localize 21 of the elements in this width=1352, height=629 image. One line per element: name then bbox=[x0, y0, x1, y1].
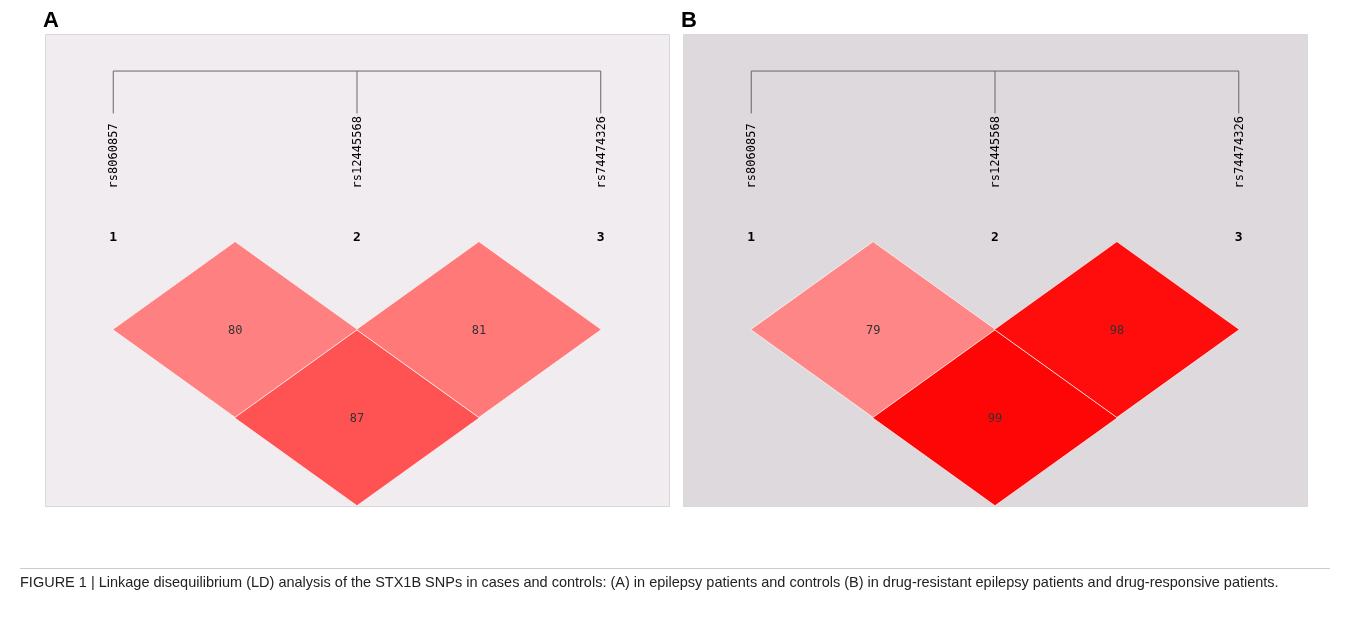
data-label: 98 bbox=[1109, 322, 1125, 337]
category-label: rs12445568 bbox=[988, 116, 1002, 189]
data-label: 81 bbox=[471, 322, 487, 337]
data-label: 79 bbox=[865, 322, 881, 337]
text: 3 bbox=[596, 228, 605, 244]
data-label: 99 bbox=[987, 410, 1003, 425]
caption: FIGURE 1 | Linkage disequilibrium (LD) analysis of the STX1B SNPs in cases and controls: (A) in epilepsy patients and controls (B) in drug-resistant epilepsy patients and drug-responsive patients. bbox=[20, 568, 1330, 593]
category-label: rs74474326 bbox=[1231, 116, 1246, 189]
text: 3 bbox=[1234, 228, 1243, 244]
data-label: 87 bbox=[349, 410, 365, 425]
text: 2 bbox=[353, 228, 361, 244]
text: 2 bbox=[991, 228, 999, 244]
text: 1 bbox=[109, 228, 118, 244]
category-label: rs8060857 bbox=[106, 123, 121, 189]
data-label: 80 bbox=[227, 322, 243, 337]
category-label: rs8060857 bbox=[744, 123, 759, 189]
text: B bbox=[681, 7, 697, 32]
text: 1 bbox=[747, 228, 756, 244]
category-label: rs74474326 bbox=[593, 116, 608, 189]
category-label: rs12445568 bbox=[350, 116, 364, 189]
text: A bbox=[43, 7, 59, 32]
